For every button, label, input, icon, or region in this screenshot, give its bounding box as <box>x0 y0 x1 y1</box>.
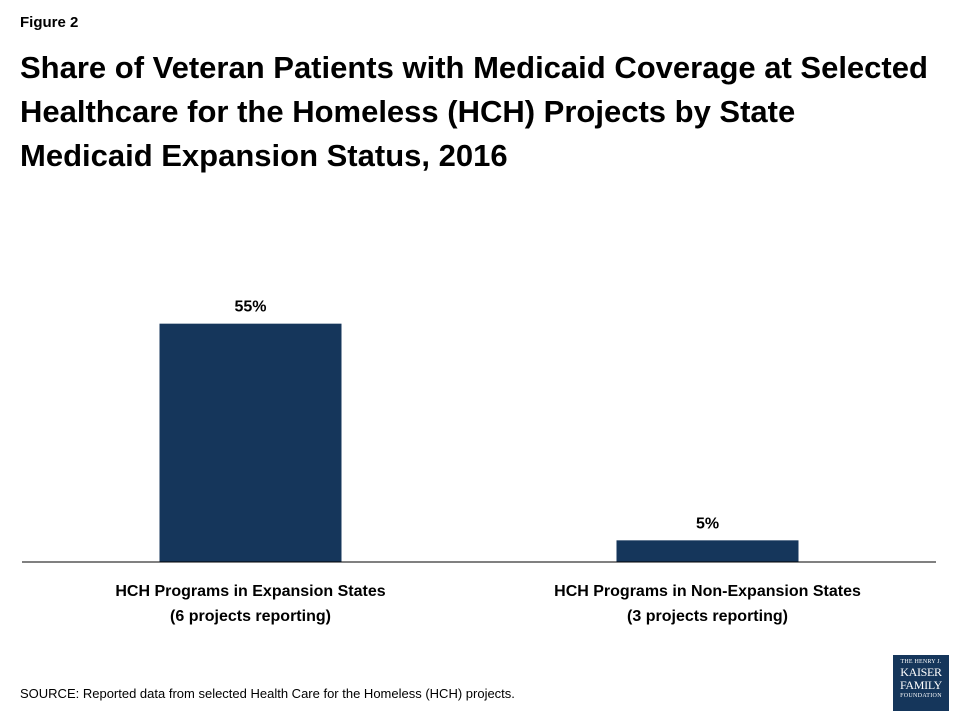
category-label-2-line-1: HCH Programs in Non-Expansion States <box>554 583 861 600</box>
logo-line-4: FOUNDATION <box>900 693 942 699</box>
logo-line-1: THE HENRY J. <box>900 659 942 665</box>
category-label-2-line-2: (3 projects reporting) <box>627 608 788 625</box>
category-label-1-line-2: (6 projects reporting) <box>170 608 331 625</box>
category-label-1-line-1: HCH Programs in Expansion States <box>115 583 385 600</box>
logo-line-3: FAMILY <box>899 678 943 692</box>
chart-title: Share of Veteran Patients with Medicaid … <box>20 50 928 173</box>
source-note: SOURCE: Reported data from selected Heal… <box>20 686 515 701</box>
logo-line-2: KAISER <box>900 665 942 679</box>
kff-logo: THE HENRY J. KAISER FAMILY FOUNDATION <box>893 655 949 711</box>
figure-label: Figure 2 <box>20 14 79 31</box>
bar-2 <box>616 540 799 562</box>
bar-1 <box>159 323 342 562</box>
data-label-2: 5% <box>696 515 719 532</box>
data-label-1: 55% <box>234 299 266 316</box>
